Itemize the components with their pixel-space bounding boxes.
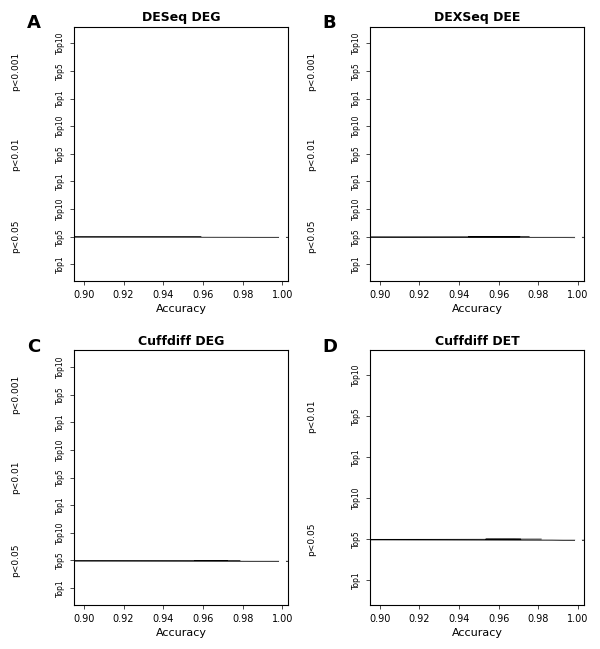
Text: B: B <box>323 14 336 32</box>
Text: p<0.05: p<0.05 <box>307 220 316 253</box>
Title: Cuffdiff DET: Cuffdiff DET <box>434 335 520 348</box>
X-axis label: Accuracy: Accuracy <box>451 628 502 638</box>
Title: DESeq DEG: DESeq DEG <box>142 11 220 24</box>
Text: C: C <box>27 337 40 356</box>
Text: p<0.01: p<0.01 <box>307 137 316 171</box>
X-axis label: Accuracy: Accuracy <box>155 304 206 314</box>
Text: p<0.01: p<0.01 <box>307 399 316 433</box>
Text: p<0.05: p<0.05 <box>307 522 316 556</box>
Text: p<0.001: p<0.001 <box>11 51 20 90</box>
X-axis label: Accuracy: Accuracy <box>451 304 502 314</box>
Text: p<0.001: p<0.001 <box>11 375 20 414</box>
Text: p<0.05: p<0.05 <box>11 544 20 577</box>
Text: A: A <box>27 14 41 32</box>
Title: DEXSeq DEE: DEXSeq DEE <box>434 11 520 24</box>
Text: p<0.05: p<0.05 <box>11 220 20 253</box>
Text: p<0.001: p<0.001 <box>307 51 316 90</box>
Text: p<0.01: p<0.01 <box>11 461 20 495</box>
Text: p<0.01: p<0.01 <box>11 137 20 171</box>
Title: Cuffdiff DEG: Cuffdiff DEG <box>138 335 224 348</box>
Text: D: D <box>323 337 338 356</box>
X-axis label: Accuracy: Accuracy <box>155 628 206 638</box>
